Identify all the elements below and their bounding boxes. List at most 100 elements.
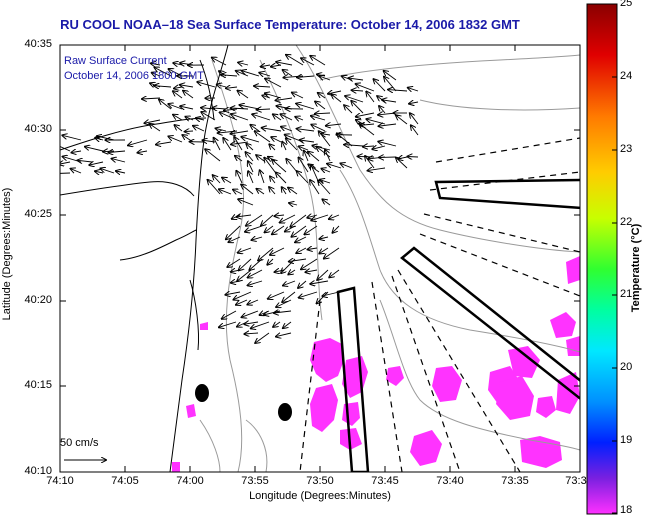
colorbar-tick-label: 24: [620, 70, 633, 82]
current-vector: [238, 91, 249, 99]
current-vector: [315, 102, 326, 110]
current-vector: [318, 181, 331, 195]
current-vector: [372, 146, 386, 149]
current-vector: [183, 91, 194, 99]
current-vector: [301, 258, 318, 269]
current-vector: [71, 169, 82, 174]
current-vector: [365, 156, 375, 169]
current-vector: [326, 124, 342, 126]
current-vector: [382, 100, 397, 102]
current-vector: [349, 78, 364, 80]
current-vector: [214, 138, 221, 151]
current-legend-line1: Raw Surface Current: [64, 55, 167, 67]
current-vector: [231, 114, 249, 121]
x-tick-label: 74:05: [111, 475, 139, 487]
current-vector: [212, 58, 227, 66]
current-vector: [344, 105, 353, 114]
current-vector: [379, 157, 397, 158]
current-vector: [235, 156, 243, 162]
map-title: RU COOL NOAA–18 Sea Surface Temperature:…: [60, 17, 520, 32]
current-vector: [222, 310, 237, 319]
x-tick-label: 73:40: [436, 475, 464, 487]
current-vector: [223, 138, 232, 151]
current-vector: [261, 65, 271, 67]
current-vector: [168, 136, 183, 143]
current-vector: [409, 102, 419, 104]
current-vector: [286, 138, 298, 151]
colorbar-tick-label: 19: [620, 434, 633, 446]
current-vector: [351, 101, 364, 114]
current-vector: [317, 269, 329, 280]
current-vector: [273, 322, 281, 327]
current-vector: [239, 258, 252, 270]
current-vector: [295, 117, 304, 120]
current-vector: [220, 112, 238, 121]
current-vector: [262, 128, 282, 131]
current-vector: [275, 270, 285, 272]
x-tick-label: 73:55: [241, 475, 269, 487]
current-vector: [356, 84, 375, 92]
current-vector: [388, 90, 408, 91]
current-vector: [251, 321, 270, 328]
current-vector: [201, 112, 216, 121]
current-vector: [299, 158, 309, 173]
current-vector: [144, 120, 161, 123]
current-vector: [411, 125, 419, 136]
current-vector: [244, 322, 259, 324]
current-vector: [60, 172, 71, 174]
current-vector: [310, 180, 320, 195]
current-legend-line2: October 14, 2006 1800 GMT: [64, 70, 205, 82]
current-vector: [379, 124, 397, 126]
current-vector: [238, 199, 254, 206]
current-vector: [276, 62, 293, 65]
current-vector: [193, 126, 205, 132]
current-vector: [396, 158, 408, 169]
current-vector: [255, 131, 271, 143]
current-vector: [244, 333, 259, 334]
current-vector: [396, 115, 408, 125]
current-vector: [276, 333, 292, 337]
current-vector: [310, 56, 326, 66]
current-vector: [267, 258, 274, 265]
current-vector: [248, 269, 263, 278]
current-vector: [269, 144, 276, 151]
current-vector: [152, 73, 161, 76]
y-tick-label: 40:30: [24, 123, 52, 135]
current-vector: [310, 281, 329, 284]
current-vector: [236, 299, 248, 305]
y-tick-label: 40:15: [24, 379, 52, 391]
x-axis-label: Longitude (Degrees:Minutes): [249, 490, 391, 502]
y-tick-label: 40:25: [24, 208, 52, 220]
colorbar-tick-label: 20: [620, 361, 633, 373]
current-vector: [280, 214, 296, 223]
x-tick-label: 73:35: [501, 475, 529, 487]
y-tick-label: 40:10: [24, 465, 52, 477]
current-vector: [329, 215, 340, 219]
current-vector: [269, 187, 276, 195]
current-vector: [410, 113, 419, 125]
current-vector: [288, 270, 296, 274]
current-vector: [304, 225, 318, 234]
x-tick-label: 73:3: [565, 475, 587, 487]
current-vector: [319, 76, 331, 80]
current-vector: [379, 106, 386, 114]
current-vector: [407, 157, 419, 158]
current-vector: [321, 169, 331, 172]
current-vector: [196, 118, 205, 120]
current-vector: [352, 90, 364, 91]
current-vector: [142, 98, 161, 99]
current-vector: [333, 225, 340, 233]
current-vector: [322, 291, 340, 296]
current-vector: [297, 76, 315, 77]
current-vector: [138, 151, 148, 153]
current-vector: [227, 258, 241, 267]
current-vector: [329, 269, 340, 277]
current-vector: [315, 113, 331, 114]
current-vector: [60, 145, 71, 152]
current-vector: [311, 116, 326, 121]
current-vector: [345, 96, 364, 103]
current-vector: [62, 135, 82, 141]
current-vector: [155, 68, 172, 77]
colorbar: [586, 3, 618, 515]
current-vector: [89, 162, 104, 165]
